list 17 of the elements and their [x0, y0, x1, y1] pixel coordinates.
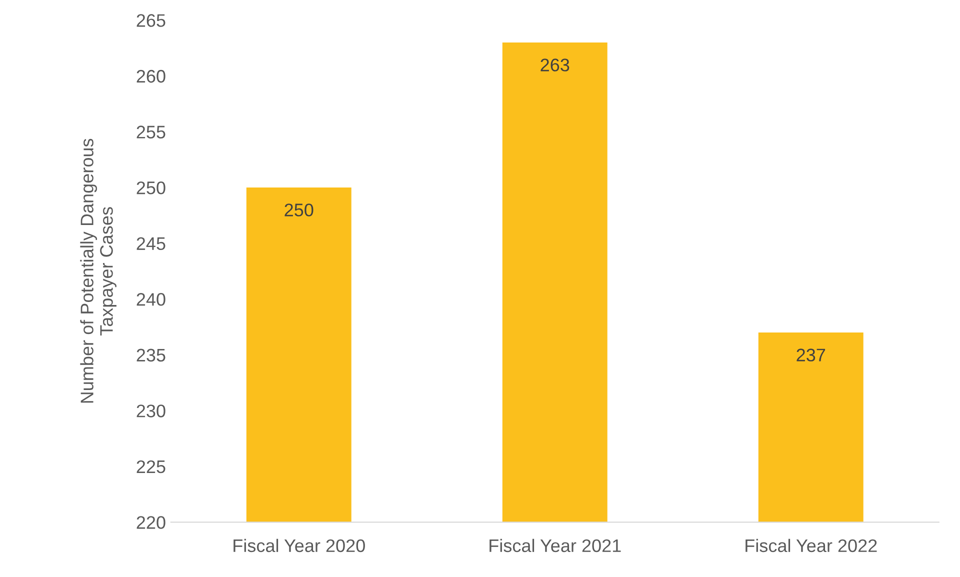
- x-tick-label: Fiscal Year 2020: [234, 538, 365, 552]
- y-tick-label: 255: [136, 126, 166, 138]
- y-axis-title: Number of Potentially Dangerous Taxpayer Cases: [80, 138, 116, 403]
- y-tick-label: 240: [136, 293, 166, 306]
- y-tick-label: 260: [136, 70, 166, 83]
- data-label: 250: [284, 204, 314, 216]
- data-label: 263: [540, 58, 570, 72]
- y-tick-label: 265: [136, 14, 166, 27]
- data-label: 237: [796, 348, 826, 362]
- y-tick-label: 220: [136, 516, 166, 529]
- x-tick-label: Fiscal Year 2021: [490, 538, 621, 552]
- y-tick-label: 245: [136, 237, 166, 250]
- x-tick-label: Fiscal Year 2022: [746, 538, 877, 552]
- y-tick-label: 230: [136, 404, 166, 418]
- y-tick-label: 250: [136, 181, 166, 194]
- y-tick-label: 235: [136, 348, 166, 362]
- y-tick-label: 225: [136, 460, 166, 474]
